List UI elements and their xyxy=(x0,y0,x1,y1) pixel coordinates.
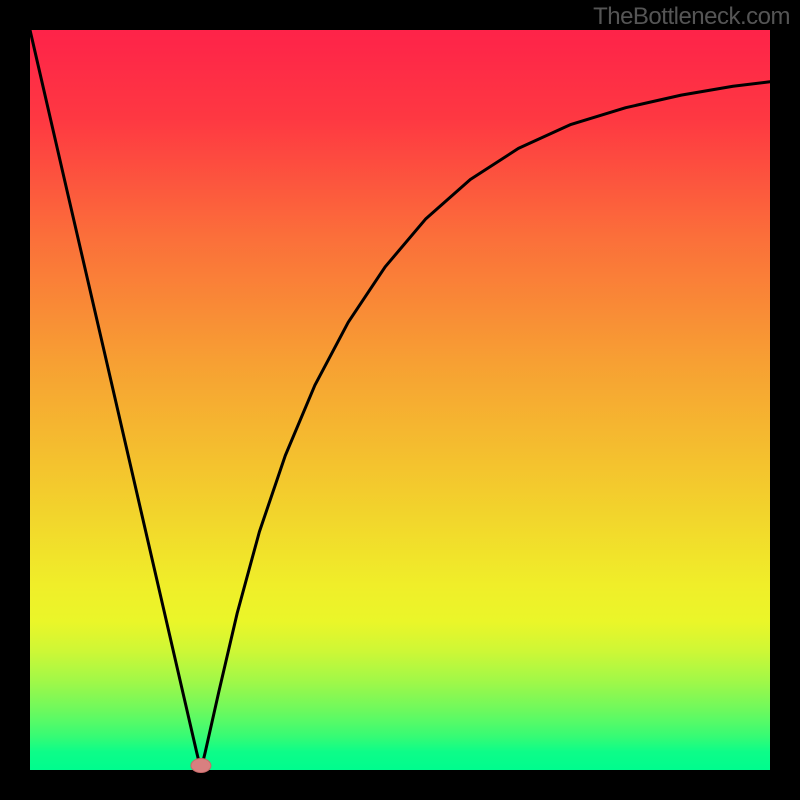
chart-container: TheBottleneck.com xyxy=(0,0,800,800)
bottleneck-curve-chart xyxy=(0,0,800,800)
gradient-background xyxy=(30,30,770,770)
watermark-text: TheBottleneck.com xyxy=(593,3,790,31)
optimal-point-marker xyxy=(191,759,211,773)
